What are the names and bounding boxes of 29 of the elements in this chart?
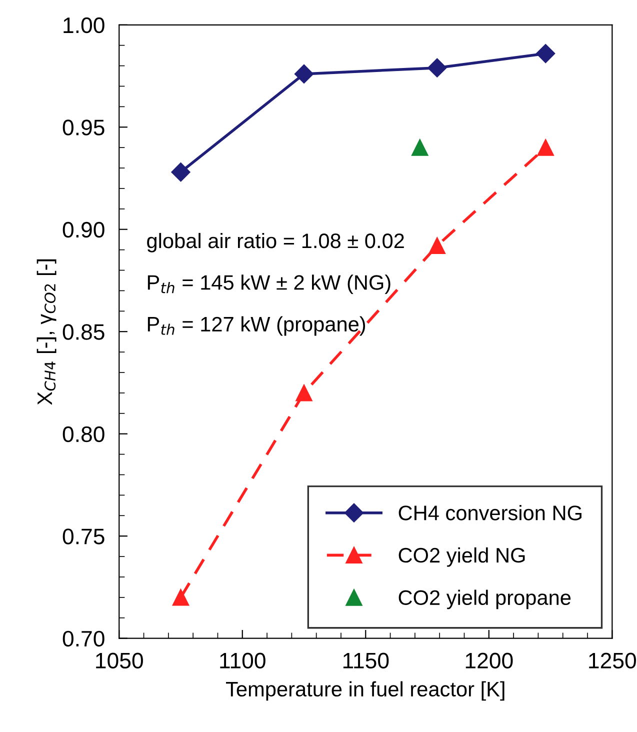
y-axis-title: X$_{CH4}$ [-], γ$_{CO2}$ [-] [36, 259, 56, 405]
y-tick-label: 0.70 [62, 630, 104, 647]
x-tick-label: 1200 [466, 652, 513, 669]
legend-label: CO2 yield NG [398, 547, 525, 567]
legend-label: CH4 conversion NG [398, 505, 582, 520]
y-tick-label: 0.75 [62, 528, 104, 544]
legend-label: CO2 yield propane [398, 590, 571, 610]
x-tick-label: 1150 [343, 652, 389, 669]
y-tick-label: 0.80 [62, 426, 104, 442]
point [172, 589, 190, 606]
point [537, 139, 554, 156]
annotation: global air ratio = 1.08 ± 0.02 [147, 232, 404, 252]
point [412, 139, 428, 156]
point [294, 64, 314, 84]
point [428, 237, 446, 254]
annotation: P$_{th}$ = 127 kW (propane) [148, 316, 366, 336]
y-tick-label: 0.90 [62, 222, 104, 238]
x-axis-title: Temperature in fuel reactor [K] [226, 681, 504, 701]
point [536, 44, 556, 64]
y-tick-label: 0.95 [62, 120, 104, 136]
point [296, 384, 312, 402]
x-tick-label: 1050 [96, 652, 143, 669]
y-tick-label: 1.00 [64, 17, 104, 34]
x-tick-label: 1250 [589, 652, 636, 669]
annotation: P$_{th}$ = 145 kW ± 2 kW (NG) [148, 274, 390, 294]
point [428, 58, 447, 78]
point [171, 162, 190, 182]
x-tick-label: 1100 [220, 652, 266, 669]
y-tick-label: 0.85 [62, 324, 104, 340]
